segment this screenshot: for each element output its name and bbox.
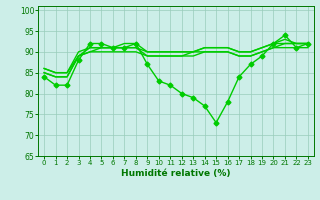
X-axis label: Humidité relative (%): Humidité relative (%) xyxy=(121,169,231,178)
